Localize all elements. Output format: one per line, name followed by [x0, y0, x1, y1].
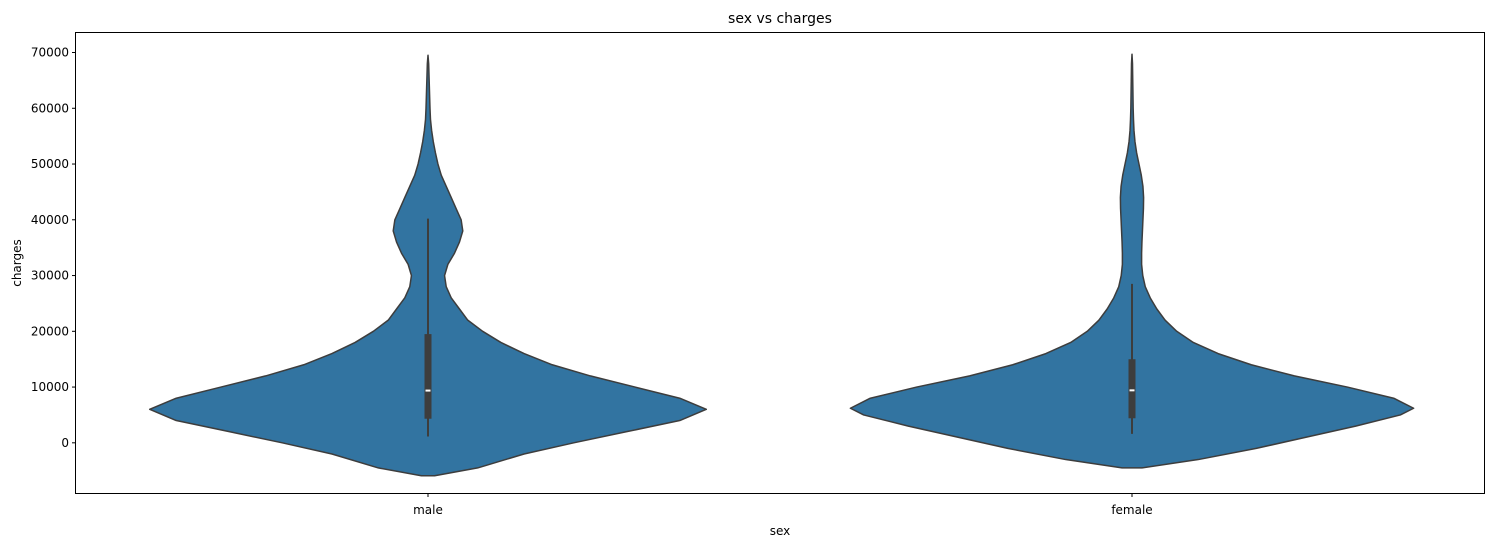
- x-tick-label-male: male: [413, 503, 443, 517]
- x-tick-label-female: female: [1111, 503, 1152, 517]
- iqr-box-female: [1128, 359, 1136, 419]
- y-tick-label: 10000: [31, 380, 69, 394]
- y-tick-label: 0: [61, 436, 69, 450]
- x-axis-label: sex: [770, 524, 791, 538]
- y-tick-label: 20000: [31, 324, 69, 338]
- plot-area-frame: [75, 32, 1485, 494]
- violin-female: [849, 53, 1415, 469]
- y-tick-label: 30000: [31, 269, 69, 283]
- ticks-layer: male female 0 10000 20000 30000 40000 50000 6000…: [31, 46, 1153, 517]
- y-axis-label: charges: [10, 239, 24, 287]
- y-tick-label: 40000: [31, 213, 69, 227]
- y-tick-label: 70000: [31, 46, 69, 60]
- y-tick-label: 50000: [31, 157, 69, 171]
- iqr-box-male: [424, 334, 432, 419]
- violins-layer: [148, 53, 1415, 477]
- y-tick-label: 60000: [31, 101, 69, 115]
- chart-title: sex vs charges: [728, 11, 832, 27]
